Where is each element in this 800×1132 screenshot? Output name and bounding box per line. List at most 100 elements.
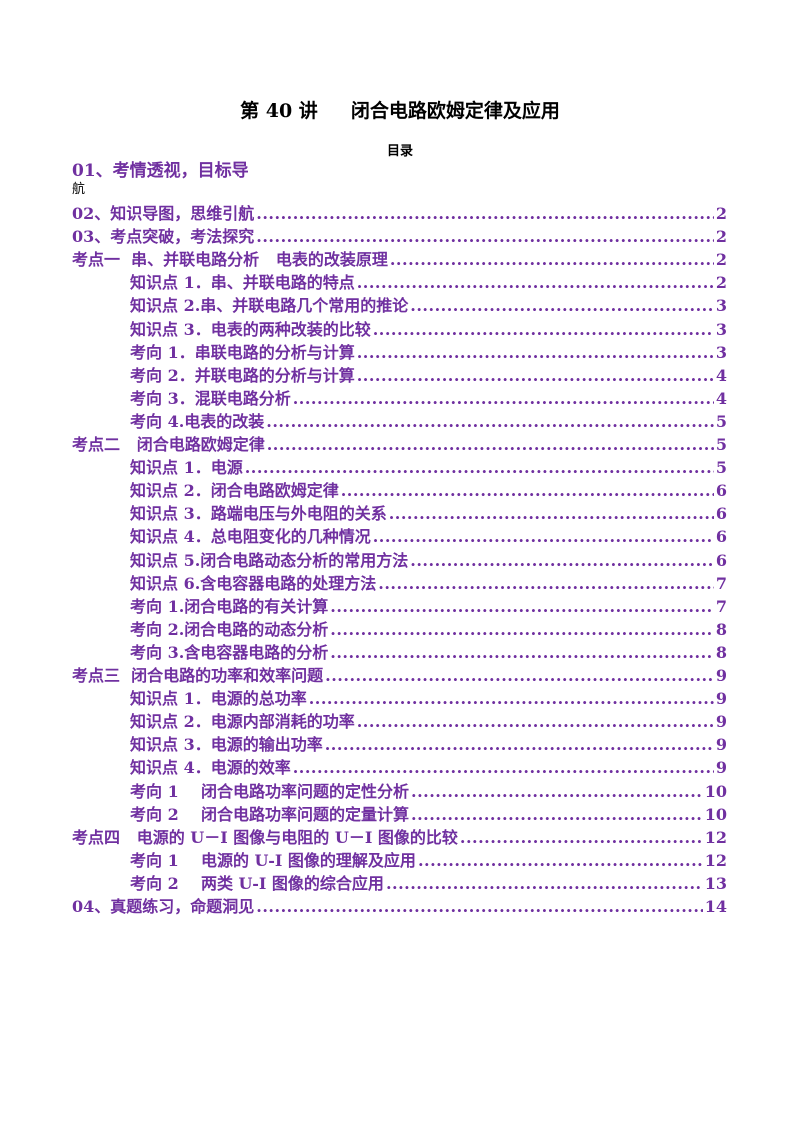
toc-entry-page: 5	[715, 458, 727, 478]
toc-dot-leader	[330, 595, 714, 618]
toc-entry[interactable]: 考向 1 闭合电路功率问题的定性分析 10	[130, 780, 727, 803]
toc-dot-leader	[330, 641, 714, 664]
toc-dot-leader	[390, 248, 714, 271]
toc-entry-page: 7	[715, 596, 727, 616]
toc-dot-leader	[266, 410, 714, 433]
toc-entry[interactable]: 知识点 2.串、并联电路几个常用的推论 3	[130, 294, 727, 317]
toc-entry-page: 9	[715, 712, 727, 732]
toc-entry-page: 6	[715, 550, 727, 570]
toc-entry-page: 3	[715, 342, 727, 362]
toc-entry[interactable]: 知识点 4．总电阻变化的几种情况 6	[130, 525, 727, 548]
toc-entry[interactable]: 知识点 1．串、并联电路的特点 2	[130, 271, 727, 294]
toc-entry-page: 5	[715, 435, 727, 454]
toc-entry[interactable]: 考点四 电源的 U－I 图像与电阻的 U－I 图像的比较 12	[72, 826, 727, 849]
toc-entry-label: 考向 3．混联电路分析	[130, 388, 291, 408]
toc-dot-leader	[341, 479, 714, 502]
toc-entry[interactable]: 知识点 3．路端电压与外电阻的关系 6	[130, 502, 727, 525]
toc-entry-page: 4	[715, 388, 727, 408]
toc-dot-leader	[411, 803, 703, 826]
toc-dot-leader	[389, 502, 714, 525]
toc-entry-page: 7	[715, 573, 727, 593]
toc-entry[interactable]: 考向 2.闭合电路的动态分析 8	[130, 618, 727, 641]
toc-entry[interactable]: 考向 4.电表的改装 5	[130, 410, 727, 433]
toc-entry-label: 考向 4.电表的改装	[130, 411, 265, 431]
toc-entry[interactable]: 04、真题练习，命题洞见 14	[72, 895, 727, 918]
toc-dot-leader	[256, 202, 714, 225]
toc-entry-label: 考向 2．并联电路的分析与计算	[130, 365, 355, 385]
toc-entry-page: 6	[715, 504, 727, 524]
toc-entry[interactable]: 考向 3.含电容器电路的分析 8	[130, 641, 727, 664]
toc-entry-label: 知识点 6.含电容器电路的处理方法	[130, 573, 377, 593]
toc-entry-first[interactable]: 01、考情透视，目标导	[72, 161, 249, 181]
toc-entry[interactable]: 知识点 3．电源的输出功率 9	[130, 733, 727, 756]
toc-entry-label: 03、考点突破，考法探究	[72, 227, 255, 247]
toc-entry-page: 9	[715, 758, 727, 778]
toc-entry[interactable]: 考点一 串、并联电路分析 电表的改装原理 2	[72, 248, 727, 271]
toc-dot-leader	[411, 780, 703, 803]
toc-entry-page: 6	[715, 481, 727, 501]
toc-dot-leader	[309, 687, 714, 710]
toc-entry-label: 知识点 2．闭合电路欧姆定律	[130, 481, 339, 501]
toc-entry[interactable]: 知识点 6.含电容器电路的处理方法 7	[130, 572, 727, 595]
toc-entry[interactable]: 知识点 1．电源 5	[130, 456, 727, 479]
toc-entry-label: 知识点 4．电源的效率	[130, 758, 291, 778]
toc-entry-label: 考点一 串、并联电路分析 电表的改装原理	[72, 250, 388, 270]
toc-entry[interactable]: 考向 2 闭合电路功率问题的定量计算 10	[130, 803, 727, 826]
toc-entry-label: 考点三 闭合电路的功率和效率问题	[72, 666, 324, 685]
toc-entry[interactable]: 知识点 1．电源的总功率 9	[130, 687, 727, 710]
toc-dot-leader	[267, 433, 714, 456]
toc-heading: 目录	[386, 144, 413, 159]
toc-entry[interactable]: 03、考点突破，考法探究 2	[72, 225, 727, 248]
toc-entry[interactable]: 考点三 闭合电路的功率和效率问题 9	[72, 664, 727, 687]
toc-entry[interactable]: 考向 1 电源的 U-I 图像的理解及应用 12	[130, 849, 727, 872]
toc-entry[interactable]: 考向 2．并联电路的分析与计算 4	[130, 364, 727, 387]
toc-dot-leader	[373, 525, 714, 548]
toc-entry[interactable]: 知识点 4．电源的效率 9	[130, 756, 727, 779]
toc-dot-leader	[418, 849, 703, 872]
toc-entry[interactable]: 知识点 2．闭合电路欧姆定律 6	[130, 479, 727, 502]
toc-entry-page: 12	[704, 850, 727, 870]
toc-entry-label: 考点二 闭合电路欧姆定律	[72, 435, 265, 454]
toc-entry-page: 4	[715, 365, 727, 385]
toc-dot-leader	[410, 549, 714, 572]
toc-entry-label: 知识点 3．电源的输出功率	[130, 735, 323, 755]
toc-entry-first-wrap: 航	[72, 182, 86, 197]
toc-entry-label: 考向 2 两类 U-I 图像的综合应用	[130, 873, 384, 893]
toc-entry-label: 考向 2 闭合电路功率问题的定量计算	[130, 804, 409, 824]
toc-entry-page: 12	[704, 827, 727, 847]
toc-dot-leader	[357, 341, 714, 364]
toc-entry-page: 14	[704, 897, 727, 916]
toc-entry-label: 知识点 4．总电阻变化的几种情况	[130, 527, 371, 547]
toc-dot-leader	[386, 872, 703, 895]
toc-dot-leader	[256, 225, 714, 248]
toc-entry[interactable]: 考向 2 两类 U-I 图像的综合应用 13	[130, 872, 727, 895]
toc-entry[interactable]: 考向 1.闭合电路的有关计算 7	[130, 595, 727, 618]
toc-entry-label: 考向 1 电源的 U-I 图像的理解及应用	[130, 850, 416, 870]
toc-dot-leader	[293, 756, 714, 779]
toc-entry[interactable]: 知识点 5.闭合电路动态分析的常用方法 6	[130, 549, 727, 572]
toc-entry-page: 9	[715, 666, 727, 685]
toc-entry[interactable]: 02、知识导图，思维引航 2	[72, 202, 727, 225]
toc-entry[interactable]: 考向 3．混联电路分析 4	[130, 387, 727, 410]
toc-dot-leader	[357, 364, 714, 387]
toc-entry-page: 2	[715, 204, 727, 223]
toc-dot-leader	[325, 664, 714, 687]
toc-entry-label: 知识点 5.闭合电路动态分析的常用方法	[130, 550, 409, 570]
toc-entry[interactable]: 考点二 闭合电路欧姆定律 5	[72, 433, 727, 456]
toc-entry-label: 02、知识导图，思维引航	[72, 204, 255, 223]
toc-dot-leader	[373, 318, 714, 341]
toc-entry-page: 13	[704, 873, 727, 893]
toc-entry-label: 知识点 1．电源的总功率	[130, 689, 307, 709]
toc-entry[interactable]: 知识点 2．电源内部消耗的功率 9	[130, 710, 727, 733]
toc-entry[interactable]: 知识点 3．电表的两种改装的比较 3	[130, 318, 727, 341]
toc-entry[interactable]: 考向 1．串联电路的分析与计算 3	[130, 341, 727, 364]
toc-dot-leader	[460, 826, 703, 849]
toc-entry-page: 10	[704, 781, 727, 801]
toc-entry-page: 9	[715, 689, 727, 709]
toc-entry-label: 考点四 电源的 U－I 图像与电阻的 U－I 图像的比较	[72, 827, 458, 847]
toc-dot-leader	[256, 895, 702, 918]
toc-entry-page: 3	[715, 296, 727, 316]
toc-dot-leader	[330, 618, 714, 641]
toc-entry-label: 考向 3.含电容器电路的分析	[130, 642, 329, 662]
